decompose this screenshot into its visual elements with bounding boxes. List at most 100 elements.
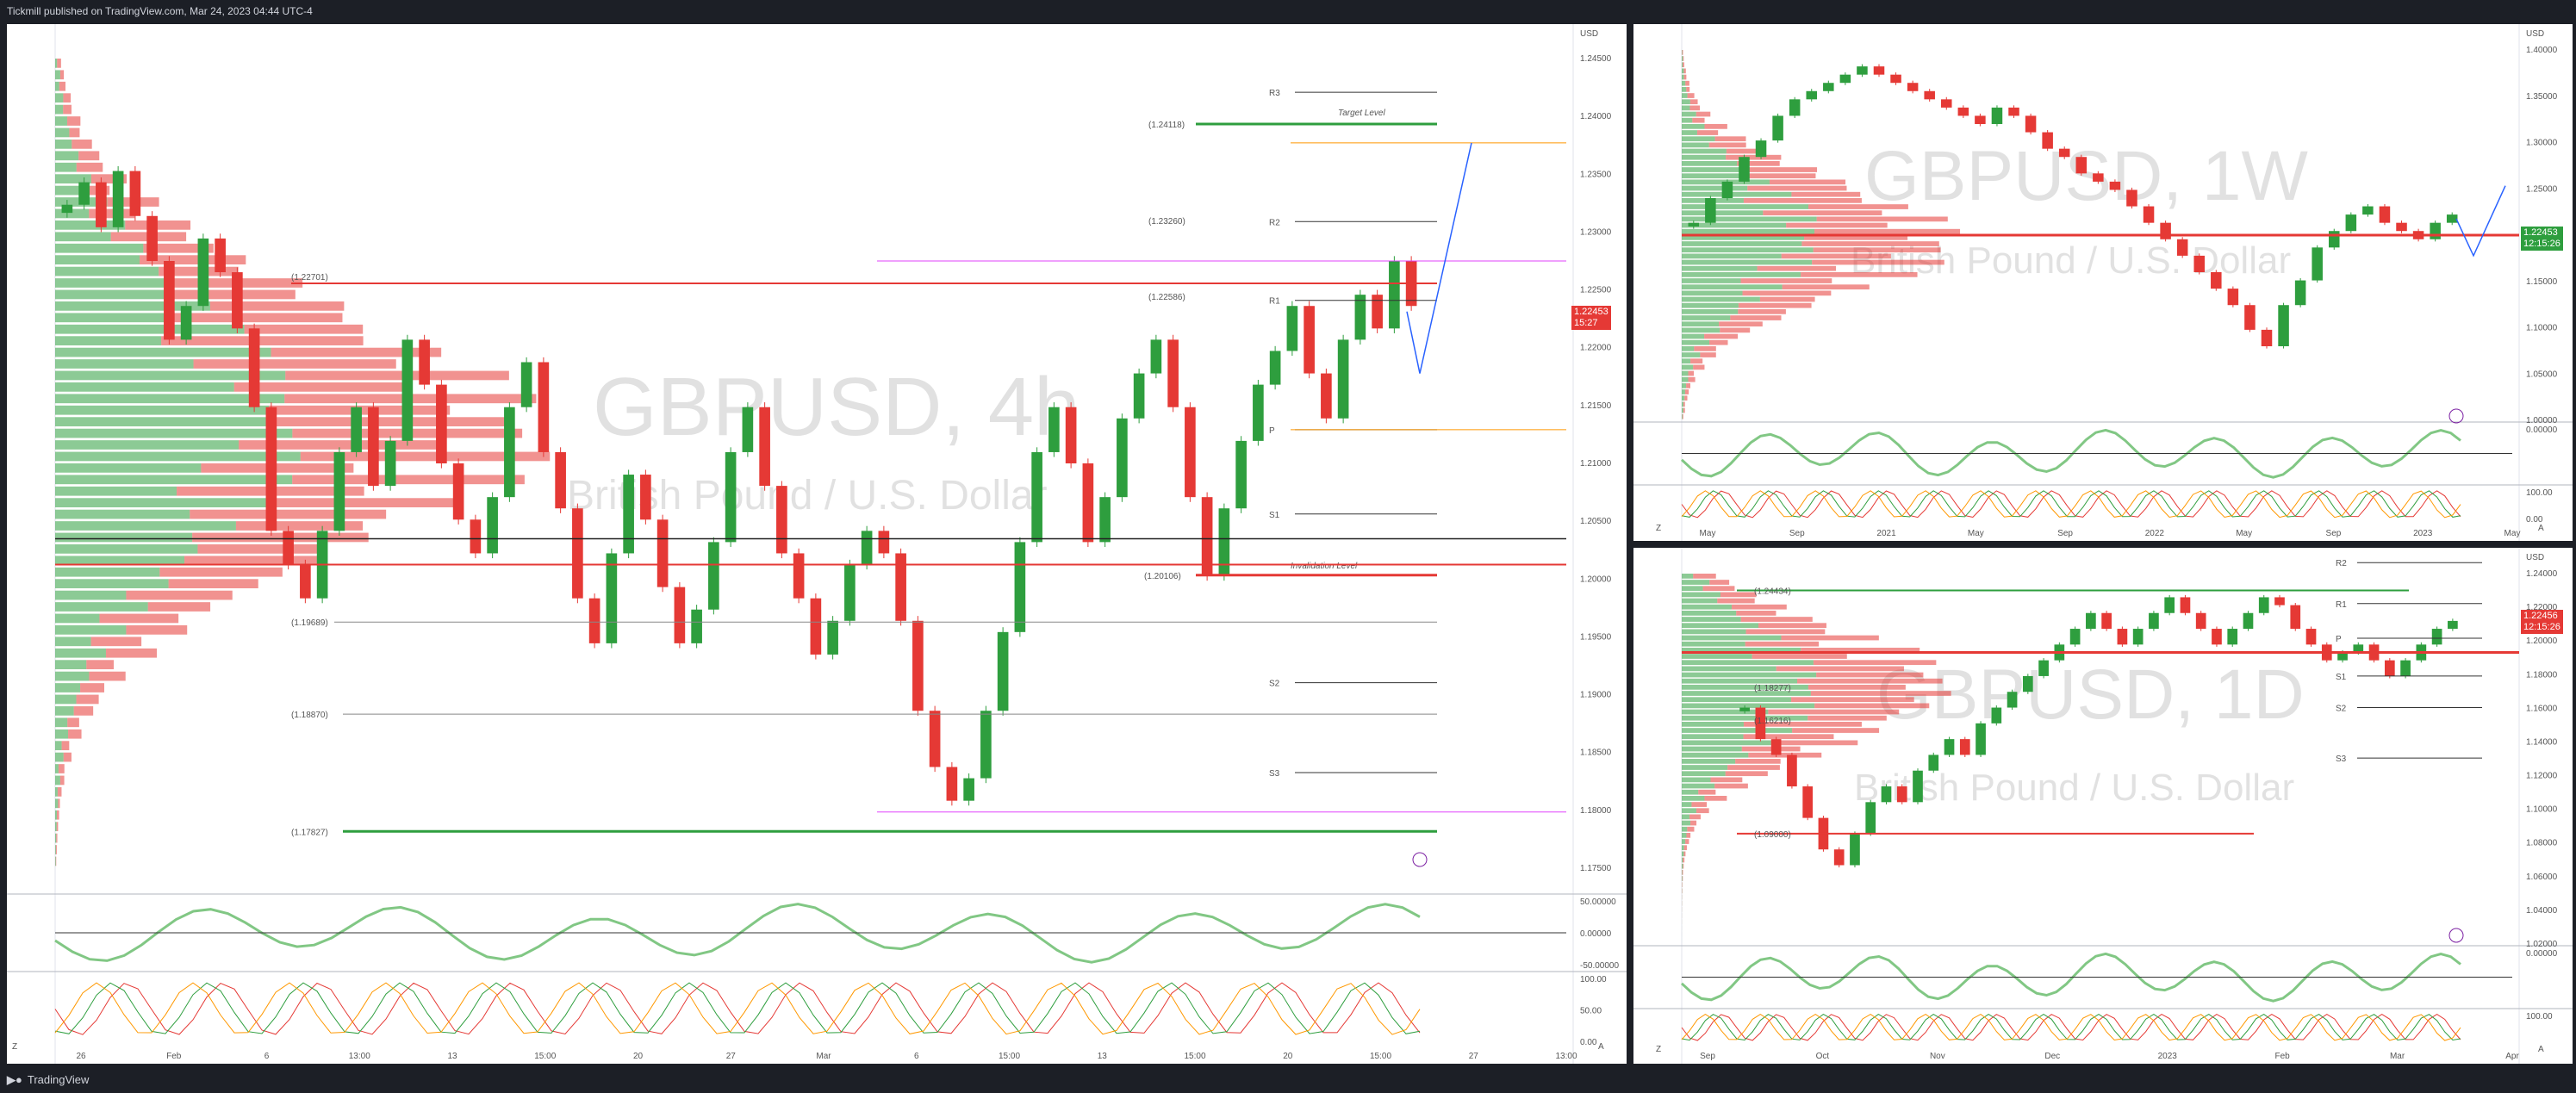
currency-label: USD (2526, 553, 2544, 562)
candle-down (776, 486, 787, 554)
candle-up (2446, 214, 2458, 223)
x-tick-label: Dec (2044, 1052, 2060, 1061)
volume-bar-up (1682, 191, 1792, 197)
volume-bar-up (1682, 672, 1817, 678)
volume-bar-up (55, 544, 198, 554)
y-tick-label: 1.35000 (2526, 92, 2558, 102)
volume-bar-down (1686, 833, 1691, 838)
volume-bar-up (1682, 678, 1798, 684)
settings-corner-left[interactable]: Z (12, 1042, 18, 1052)
y-tick-label: 1.23500 (1580, 170, 1612, 179)
level-value-label: (1.23260) (1148, 217, 1185, 227)
candle-up (2007, 692, 2018, 708)
candle-up (2149, 612, 2159, 630)
x-tick-label: 13:00 (1555, 1052, 1577, 1061)
stoch-tick-label: 100.00 (2526, 488, 2553, 498)
candle-up (1218, 508, 1230, 576)
candle-down (283, 531, 294, 565)
volume-bar-up (1682, 346, 1695, 351)
auto-scale-button[interactable]: A (1598, 1042, 1604, 1052)
volume-bar-up (1682, 598, 1718, 604)
candle-up (844, 564, 856, 621)
candle-down (146, 215, 158, 261)
candle-down (1896, 786, 1907, 803)
volume-bar-down (1726, 148, 1763, 154)
candle-down (1924, 90, 1935, 100)
volume-bar-up (1682, 857, 1683, 863)
volume-bar-down (1814, 228, 1961, 234)
x-tick-label: 13 (1098, 1052, 1108, 1061)
y-tick-label: 1.30000 (2526, 139, 2558, 148)
candle-down (368, 407, 379, 487)
candle-down (895, 553, 906, 621)
y-tick-label: 1.21500 (1580, 401, 1612, 411)
volume-bar-up (1682, 167, 1747, 172)
volume-bar-down (1743, 198, 1862, 203)
candle-down (2211, 272, 2222, 289)
y-tick-label: 1.19500 (1580, 632, 1612, 642)
candle-up (1991, 707, 2002, 723)
candle-down (1941, 99, 1952, 108)
volume-bar-down (1683, 407, 1685, 413)
volume-bar-up (1682, 142, 1709, 148)
candle-down (2180, 597, 2191, 613)
volume-bar-down (269, 498, 456, 508)
candle-down (2379, 206, 2391, 223)
volume-bar-up (55, 613, 100, 624)
volume-bar-down (184, 556, 320, 566)
volume-bar-down (1683, 68, 1686, 74)
auto-scale-button[interactable]: A (2538, 1045, 2544, 1054)
candle-up (1865, 802, 1876, 834)
chart-canvas-1w[interactable]: 1.400001.350001.300001.250001.200001.150… (1633, 24, 2573, 541)
currency-label: USD (2526, 29, 2544, 39)
candle-up (78, 182, 90, 205)
candle-up (1755, 140, 1767, 158)
volume-bar-down (1745, 629, 1826, 635)
volume-bar-down (57, 59, 61, 68)
candle-up (2362, 206, 2374, 215)
candle-up (61, 204, 73, 214)
volume-bar-up (55, 336, 162, 346)
auto-scale-button[interactable]: A (2538, 524, 2544, 533)
stoch-tick-label: 100.00 (1580, 975, 1607, 984)
volume-bar-down (126, 590, 233, 600)
volume-bar-down (1797, 678, 1943, 684)
volume-bar-down (268, 417, 512, 427)
volume-bar-down (292, 475, 525, 485)
volume-bar-up (1682, 648, 1801, 653)
candle-down (674, 587, 686, 643)
volume-bar-down (1757, 265, 1837, 271)
volume-bar-up (1682, 876, 1683, 881)
volume-bar-up (1682, 241, 1802, 246)
candle-up (1857, 66, 1868, 75)
volume-bar-up (1682, 845, 1684, 851)
settings-corner-left[interactable]: Z (1656, 524, 1662, 533)
chart-panel-1w[interactable]: GBPUSD, 1W British Pound / U.S. Dollar 1… (1633, 24, 2573, 541)
x-tick-label: Sep (1789, 529, 1805, 538)
y-tick-label: 1.23000 (1580, 227, 1612, 237)
candle-up (2132, 629, 2144, 645)
volume-bar-down (1719, 321, 1763, 327)
volume-bar-down (1691, 802, 1708, 807)
volume-bar-down (1730, 315, 1782, 320)
pivot-label-r2: R2 (1269, 218, 1280, 227)
y-tick-label: 1.14000 (2526, 737, 2558, 747)
x-tick-label: 15:00 (999, 1052, 1020, 1061)
volume-bar-down (1747, 185, 1847, 191)
pivot-label-s3: S3 (1269, 769, 1280, 779)
candle-down (2396, 222, 2407, 232)
chart-panel-4h[interactable]: GBPUSD, 4h British Pound / U.S. Dollar 1… (7, 24, 1627, 1064)
y-tick-label: 1.22500 (1580, 286, 1612, 295)
candle-up (1389, 261, 1400, 329)
settings-corner-left[interactable]: Z (1656, 1045, 1662, 1054)
stochastic-line (54, 982, 1421, 1034)
volume-bar-up (1682, 99, 1690, 105)
volume-bar-up (55, 185, 81, 196)
volume-bar-down (1743, 722, 1862, 727)
chart-canvas-4h[interactable]: 1.24500 1.24000 1.23500 1.23000 1.22500 1.220… (7, 24, 1627, 1064)
volume-bar-up (55, 579, 169, 589)
chart-canvas-1d[interactable]: 1.24000 1.22000 1.20000 1.18000 1.16000 1.140… (1633, 548, 2573, 1064)
chart-panel-1d[interactable]: GBPUSD, 1D British Pound / U.S. Dollar 1… (1633, 548, 2573, 1064)
volume-bar-up (1682, 321, 1720, 327)
candle-down (2160, 222, 2171, 239)
